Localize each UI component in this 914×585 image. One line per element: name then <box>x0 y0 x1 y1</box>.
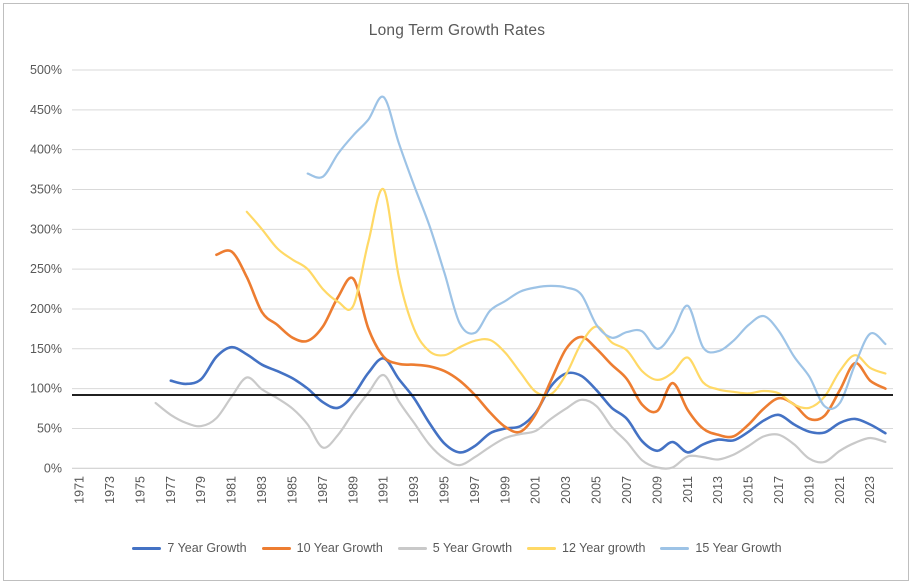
legend-item-7-year-growth: 7 Year Growth <box>132 541 247 555</box>
x-axis-tick-label: 1975 <box>133 476 147 504</box>
legend-line-swatch <box>660 546 690 550</box>
legend-line-swatch <box>132 546 162 550</box>
legend-label: 12 Year growth <box>562 541 646 555</box>
x-axis-tick-label: 2007 <box>620 476 634 504</box>
y-axis-tick-label: 200% <box>30 302 62 316</box>
y-axis-tick-label: 250% <box>30 262 62 276</box>
series-line-7-year-growth <box>169 345 887 454</box>
x-axis-tick-label: 2013 <box>711 476 725 504</box>
x-axis-tick-label: 2011 <box>681 476 695 503</box>
x-axis-tick-label: 2003 <box>559 476 573 504</box>
chart-title: Long Term Growth Rates <box>368 22 546 39</box>
x-axis-tick-label: 1985 <box>285 476 299 504</box>
legend-line-swatch <box>527 546 557 550</box>
legend-label: 7 Year Growth <box>167 541 247 555</box>
x-axis-tick-label: 2019 <box>802 476 816 504</box>
x-axis-tick-label: 1999 <box>498 476 512 504</box>
x-axis-tick-label: 1989 <box>346 476 360 504</box>
x-axis-tick-label: 1987 <box>316 476 330 504</box>
legend-line-swatch <box>261 546 291 550</box>
legend-line-swatch <box>397 546 427 550</box>
legend-label: 5 Year Growth <box>432 541 513 555</box>
x-axis-tick-label: 1991 <box>377 476 391 504</box>
legend-item-15-year-growth: 15 Year Growth <box>660 541 782 555</box>
legend-label: 15 Year Growth <box>695 541 782 555</box>
x-axis-tick-label: 1995 <box>437 476 451 504</box>
legend-item-10-year-growth: 10 Year Growth <box>261 541 383 555</box>
series-line-5-year-growth <box>154 373 887 470</box>
legend-item-12-year-growth: 12 Year growth <box>527 541 645 555</box>
y-axis-tick-label: 50% <box>37 421 62 435</box>
x-axis-tick-label: 1983 <box>255 476 269 504</box>
x-axis-tick-label: 2009 <box>650 476 664 504</box>
x-axis-tick-label: 2023 <box>863 476 877 504</box>
y-axis-tick-label: 350% <box>30 182 62 196</box>
x-axis-tick-label: 2015 <box>742 476 756 504</box>
series-line-15-year-growth <box>306 95 887 410</box>
x-axis-tick-label: 1997 <box>468 476 482 504</box>
x-axis-tick-label: 1981 <box>225 476 239 504</box>
y-axis-tick-label: 100% <box>30 382 62 396</box>
y-axis-tick-label: 150% <box>30 342 62 356</box>
legend-item-5-year-growth: 5 Year Growth <box>397 541 513 555</box>
legend-label: 10 Year Growth <box>296 541 383 555</box>
chart-frame <box>3 3 909 581</box>
y-axis-tick-label: 450% <box>30 103 62 117</box>
y-axis-tick-label: 500% <box>30 63 62 77</box>
y-axis-tick-label: 400% <box>30 143 62 157</box>
x-axis-tick-label: 1977 <box>164 476 178 504</box>
x-axis-tick-label: 1993 <box>407 476 421 504</box>
x-axis-tick-label: 2001 <box>529 476 543 504</box>
x-axis-tick-label: 1971 <box>73 476 87 504</box>
x-axis-tick-label: 1973 <box>103 476 117 504</box>
x-axis-tick-label: 1979 <box>194 476 208 504</box>
x-axis-tick-label: 2021 <box>833 476 847 504</box>
x-axis-tick-label: 2017 <box>772 476 786 504</box>
y-axis-tick-label: 300% <box>30 222 62 236</box>
y-axis-tick-label: 0% <box>44 461 62 475</box>
x-axis-tick-label: 2005 <box>590 476 604 504</box>
legend: 7 Year Growth 10 Year Growth 5 Year Grow… <box>0 541 914 555</box>
series-line-12-year-growth <box>245 187 887 410</box>
series-line-10-year-growth <box>215 249 887 439</box>
